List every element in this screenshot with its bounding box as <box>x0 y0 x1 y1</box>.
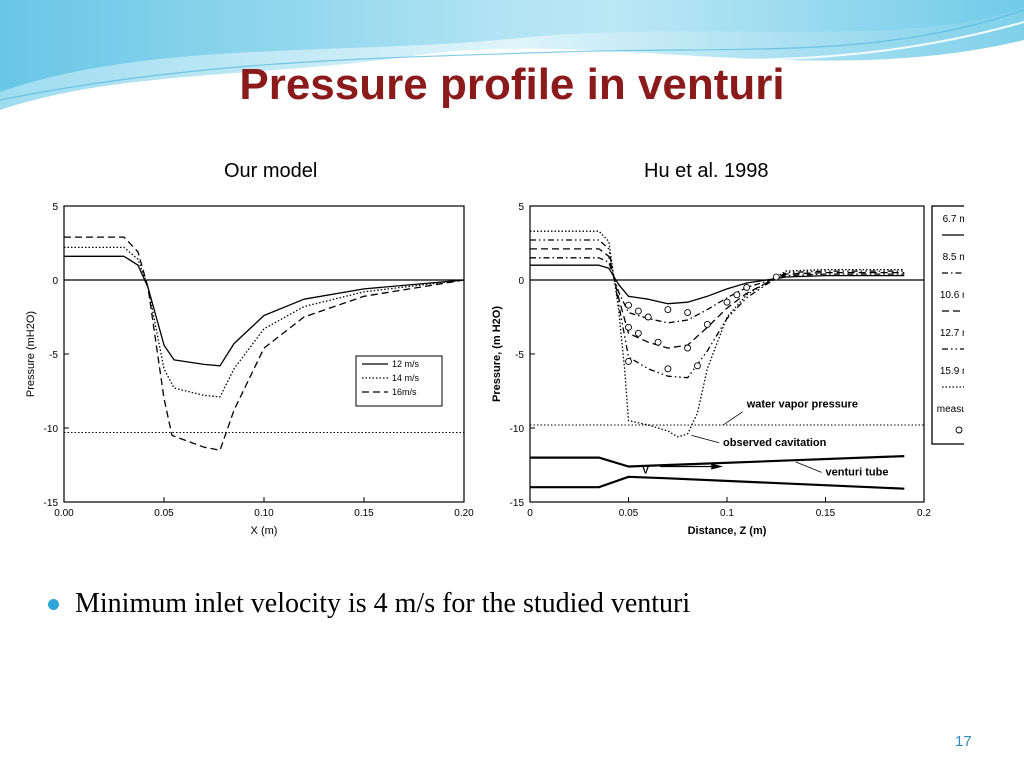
x-tick-label: 0.20 <box>454 508 474 519</box>
measured-point <box>772 273 780 281</box>
y-tick-label: -15 <box>510 498 525 509</box>
measured-point <box>733 291 741 299</box>
flow-label: V <box>642 465 649 476</box>
annotation-leader <box>795 461 822 473</box>
bullet-text: Minimum inlet velocity is 4 m/s for the … <box>75 588 691 619</box>
x-tick-label: 0.10 <box>254 508 274 519</box>
legend-label: 8.5 m/s <box>943 252 964 263</box>
wave-front <box>0 0 1024 92</box>
measured-point <box>625 323 632 331</box>
y-axis-label: Pressure (mH2O) <box>25 311 37 397</box>
series-line-2 <box>64 246 465 398</box>
page-number: 17 <box>955 733 972 750</box>
measured-point <box>723 298 731 306</box>
legend-label: 12.7 m/s <box>940 328 964 339</box>
annotation-venturi-tube: venturi tube <box>826 466 889 478</box>
measured-point <box>664 306 672 314</box>
annotation-leader <box>691 435 720 444</box>
slide-title: Pressure profile in venturi <box>239 60 785 109</box>
annotation-observed-cavitation: observed cavitation <box>723 437 827 449</box>
y-tick-label: 5 <box>52 202 58 213</box>
y-tick-label: -15 <box>44 498 59 509</box>
chart-hu-et-al: 0 0.05 0.1 0.15 0.2 5 0 -5 -10 -15 Distance, Z (m)… <box>491 202 964 537</box>
x-tick-label: 0 <box>527 508 533 519</box>
legend-label: 14 m/s <box>392 373 420 383</box>
series-line-3 <box>64 236 465 451</box>
y-tick-label: -5 <box>49 350 58 361</box>
legend-box <box>931 205 964 445</box>
annotation-leader <box>722 411 743 426</box>
x-tick-label: 0.00 <box>54 508 74 519</box>
measured-point <box>693 362 701 370</box>
wave-line-2 <box>0 9 1024 101</box>
measured-point <box>625 301 632 309</box>
y-tick-label: -5 <box>515 350 524 361</box>
measured-point <box>634 307 642 315</box>
annotation-water-vapor: water vapor pressure <box>746 398 858 410</box>
plot-frame <box>63 205 465 503</box>
legend-label: measured <box>937 404 964 415</box>
venturi-tube-lower-wall <box>530 475 905 490</box>
x-tick-label: 0.15 <box>816 508 836 519</box>
measured-point <box>634 329 642 337</box>
series-line-1 <box>64 255 465 367</box>
venturi-tube-upper-wall <box>530 455 905 468</box>
measured-point <box>664 365 672 373</box>
legend-label: 15.9 m/s <box>940 366 964 377</box>
legend-label: 6.7 m/s <box>943 214 964 225</box>
chart-left-caption: Our model <box>224 160 318 182</box>
y-tick-label: 0 <box>52 276 58 287</box>
legend-label: 10.6 m/s <box>940 290 964 301</box>
y-tick-label: 0 <box>518 276 524 287</box>
measured-point <box>654 338 662 346</box>
chart-right-caption: Hu et al. 1998 <box>644 160 769 182</box>
series-line-2 <box>530 257 905 324</box>
x-tick-label: 0.2 <box>917 508 931 519</box>
plot-frame <box>529 205 925 503</box>
x-tick-label: 0.05 <box>154 508 174 519</box>
measured-point <box>684 309 692 317</box>
measured-point <box>684 344 692 352</box>
y-axis-label: Pressure, (m H2O) <box>491 306 503 402</box>
x-axis-label: X (m) <box>251 525 278 537</box>
series-line-5 <box>530 230 905 438</box>
measured-point <box>703 320 711 328</box>
legend-label: 12 m/s <box>392 359 420 369</box>
x-tick-label: 0.1 <box>720 508 734 519</box>
series-line-4 <box>530 239 905 379</box>
measured-point <box>743 283 751 291</box>
x-axis-label: Distance, Z (m) <box>688 525 767 537</box>
legend-label: 16m/s <box>392 387 417 397</box>
measured-point <box>625 357 632 365</box>
header-waves <box>0 0 1024 113</box>
flow-arrow-head <box>711 463 724 470</box>
bullet-dot-icon <box>48 598 59 610</box>
measured-point <box>644 313 652 321</box>
chart-our-model: 0.00 0.05 0.10 0.15 0.20 5 0 -5 -10 -15 X (m) Press… <box>25 202 474 537</box>
x-tick-label: 0.05 <box>619 508 639 519</box>
x-tick-label: 0.15 <box>354 508 374 519</box>
legend-marker <box>955 426 963 434</box>
y-tick-label: 5 <box>518 202 524 213</box>
bullet-item: Minimum inlet velocity is 4 m/s for the … <box>48 588 690 620</box>
y-tick-label: -10 <box>44 424 59 435</box>
y-tick-label: -10 <box>510 424 525 435</box>
wave-line <box>0 21 1024 113</box>
